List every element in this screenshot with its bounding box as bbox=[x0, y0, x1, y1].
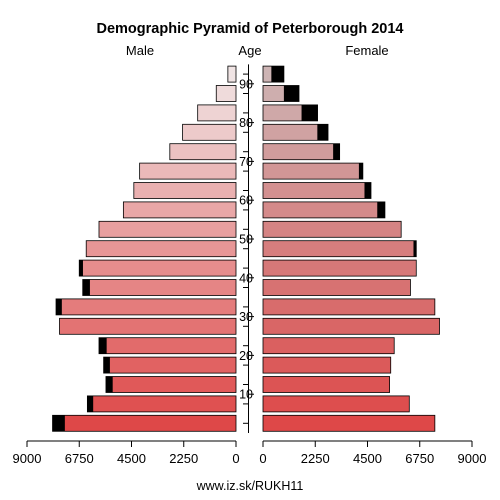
male-bar-90+ bbox=[227, 65, 237, 83]
female-bar-35-39 bbox=[262, 279, 411, 296]
male-excess-15-19 bbox=[103, 357, 110, 374]
chart-title: Demographic Pyramid of Peterborough 2014 bbox=[97, 21, 404, 37]
age-tick-label-10: 10 bbox=[239, 388, 253, 402]
female-excess-60-64 bbox=[364, 182, 371, 199]
male-excess-35-39 bbox=[82, 279, 90, 296]
male-excess-0-4 bbox=[52, 415, 65, 432]
male-x-tick-label-9000: 9000 bbox=[13, 451, 42, 466]
female-bar-45-49 bbox=[262, 240, 417, 258]
male-bar-65-69 bbox=[139, 162, 237, 180]
male-bar-40-44 bbox=[78, 259, 237, 277]
female-x-tick-label-6750: 6750 bbox=[405, 451, 434, 466]
male-excess-20-24 bbox=[98, 337, 107, 354]
male-bar-75-79 bbox=[182, 123, 237, 141]
female-bar-70-74 bbox=[262, 143, 341, 161]
male-excess-30-34 bbox=[56, 298, 62, 315]
male-bar-10-14 bbox=[105, 376, 237, 393]
male-bar-15-19 bbox=[103, 356, 237, 374]
male-x-tick-label-6750: 6750 bbox=[65, 451, 94, 466]
male-bar-50-54 bbox=[98, 220, 237, 238]
male-x-tick-label-0: 0 bbox=[232, 451, 239, 466]
age-tick-label-50: 50 bbox=[239, 233, 253, 247]
female-excess-65-69 bbox=[358, 163, 363, 180]
age-tick-label-20: 20 bbox=[239, 349, 253, 363]
male-bar-55-59 bbox=[122, 201, 237, 219]
female-excess-80-84 bbox=[301, 104, 318, 121]
age-tick-label-70: 70 bbox=[239, 155, 253, 169]
female-bar-55-59 bbox=[262, 201, 386, 219]
female-bar-20-24 bbox=[262, 337, 395, 355]
bars-layer bbox=[52, 65, 440, 432]
male-bar-5-9 bbox=[86, 395, 237, 413]
female-bar-15-19 bbox=[262, 356, 392, 374]
female-bar-5-9 bbox=[262, 395, 410, 413]
female-bar-60-64 bbox=[262, 182, 372, 199]
female-excess-55-59 bbox=[377, 201, 385, 218]
female-bar-25-29 bbox=[262, 317, 440, 335]
male-bar-45-49 bbox=[85, 240, 237, 258]
male-excess-40-44 bbox=[79, 260, 83, 277]
male-excess-5-9 bbox=[87, 395, 94, 412]
female-bar-10-14 bbox=[262, 376, 390, 393]
female-x-tick-label-0: 0 bbox=[259, 451, 266, 466]
female-excess-70-74 bbox=[333, 143, 340, 160]
female-x-tick-label-2250: 2250 bbox=[301, 451, 330, 466]
male-x-tick-label-4500: 4500 bbox=[117, 451, 146, 466]
age-tick-label-60: 60 bbox=[239, 194, 253, 208]
female-excess-85-89 bbox=[283, 85, 299, 102]
age-tick-label-40: 40 bbox=[239, 271, 253, 285]
male-bar-80-84 bbox=[197, 104, 237, 122]
female-excess-90+ bbox=[271, 66, 284, 83]
age-tick-label-90: 90 bbox=[239, 77, 253, 91]
female-bar-0-4 bbox=[262, 414, 436, 432]
male-bar-0-4 bbox=[52, 414, 237, 432]
female-excess-45-49 bbox=[413, 240, 417, 257]
female-bar-40-44 bbox=[262, 259, 417, 277]
male-bar-20-24 bbox=[98, 337, 237, 355]
female-x-tick-label-9000: 9000 bbox=[458, 451, 487, 466]
male-bar-60-64 bbox=[133, 182, 237, 199]
male-bar-85-89 bbox=[215, 85, 237, 102]
female-bar-65-69 bbox=[262, 162, 364, 180]
female-bar-50-54 bbox=[262, 220, 402, 238]
source-label: www.iz.sk/RUKH11 bbox=[196, 479, 304, 493]
age-tick-label-30: 30 bbox=[239, 310, 253, 324]
female-x-tick-label-4500: 4500 bbox=[353, 451, 382, 466]
male-label: Male bbox=[126, 43, 154, 58]
female-label: Female bbox=[345, 43, 388, 58]
male-bar-70-74 bbox=[169, 143, 237, 161]
male-bar-35-39 bbox=[82, 279, 237, 296]
female-bar-30-34 bbox=[262, 298, 436, 316]
male-bar-30-34 bbox=[55, 298, 237, 316]
male-bar-25-29 bbox=[59, 317, 237, 335]
female-excess-75-79 bbox=[317, 124, 329, 141]
age-tick-label-80: 80 bbox=[239, 116, 253, 130]
axes-layer: 10 20 30 40 50 60 70 80 90 9000 6750 4500 2250 0 0 2250… bbox=[13, 64, 487, 466]
male-excess-10-14 bbox=[105, 376, 113, 393]
age-label: Age bbox=[238, 43, 261, 58]
male-x-tick-label-2250: 2250 bbox=[169, 451, 198, 466]
